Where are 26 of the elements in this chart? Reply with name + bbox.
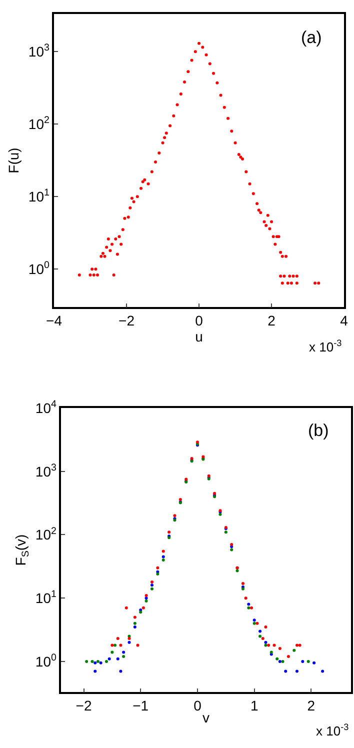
x-axis-title: u <box>195 328 203 345</box>
text: x 10$^{-3}$ <box>309 338 342 354</box>
x-tick-label: 4 <box>340 312 348 329</box>
annotation: (b) <box>308 421 329 440</box>
y-tick-label: 10$^{3}$ <box>35 462 57 480</box>
annotation: (a) <box>301 28 322 47</box>
y-tick-label: 10$^{2}$ <box>28 115 50 132</box>
x-tick-label: −2 <box>118 312 135 329</box>
x-tick-label: −2 <box>76 698 92 714</box>
x-tick-label: −4 <box>46 312 62 329</box>
text: x 10$^{-3}$ <box>316 722 349 738</box>
x-tick-label: 0 <box>194 698 202 714</box>
x-axis-title: v <box>202 709 210 726</box>
y-tick-label: 10$^{4}$ <box>35 399 57 416</box>
x-tick-label: 2 <box>268 312 276 329</box>
x-tick-label: 2 <box>307 698 316 714</box>
y-tick-label: 10$^{1}$ <box>28 188 50 204</box>
x-tick-label: −1 <box>132 698 149 714</box>
y-tick-label: 10$^{1}$ <box>35 589 56 606</box>
y-tick-label: 10$^{0}$ <box>28 260 50 277</box>
x-tick-label: 1 <box>250 698 258 714</box>
x-tick-label: 0 <box>195 312 204 329</box>
y-tick-label: 10$^{0}$ <box>35 652 57 670</box>
y-tick-label: 10$^{3}$ <box>28 42 50 60</box>
y-tick-label: 10$^{2}$ <box>35 526 56 543</box>
y-axis-title: F(u) <box>6 148 22 174</box>
